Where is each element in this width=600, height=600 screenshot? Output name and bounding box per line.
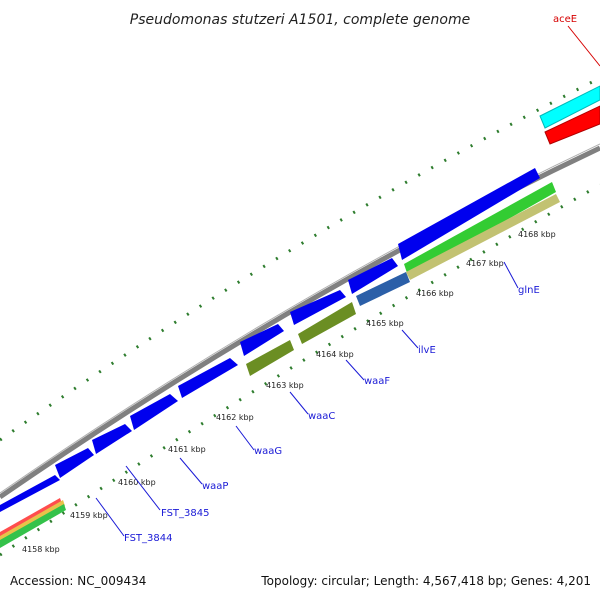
- tick-label: 4168 kbp: [518, 230, 556, 239]
- cds-forward[interactable]: [178, 358, 238, 398]
- gene-label-waaf[interactable]: waaF: [364, 376, 390, 387]
- gene-label-fst3845[interactable]: FST_3845: [161, 508, 209, 519]
- aceE-leader-line: [567, 25, 600, 67]
- cds-olive[interactable]: [298, 302, 356, 344]
- gene-leader-line: [95, 497, 125, 537]
- gene-label-waag[interactable]: waaG: [254, 446, 282, 457]
- gene-label-waac[interactable]: waaC: [308, 411, 335, 422]
- cds-teal[interactable]: [356, 272, 410, 306]
- gene-label-glne[interactable]: glnE: [518, 285, 540, 296]
- gene-label-acee[interactable]: aceE: [553, 14, 577, 25]
- cds-olive[interactable]: [246, 340, 294, 376]
- cyan-feature[interactable]: [539, 85, 600, 129]
- tick-label: 4160 kbp: [118, 478, 156, 487]
- cds-forward[interactable]: [348, 258, 398, 294]
- tick-label: 4162 kbp: [216, 413, 254, 422]
- topology-text: Topology: circular; Length: 4,567,418 bp…: [260, 574, 591, 588]
- gene-leader-line: [503, 261, 519, 289]
- cds-forward[interactable]: [240, 324, 284, 356]
- cds-forward[interactable]: [290, 290, 346, 325]
- inner-dotted-ring: [0, 183, 600, 557]
- cds-forward[interactable]: [0, 475, 60, 512]
- cds-green[interactable]: [404, 182, 556, 276]
- tick-label: 4164 kbp: [316, 350, 354, 359]
- aceE-feature[interactable]: [544, 105, 600, 145]
- cds-khaki[interactable]: [406, 194, 560, 280]
- gene-label-waap[interactable]: waaP: [202, 481, 228, 492]
- map-title: Pseudomonas stutzeri A1501, complete gen…: [130, 12, 470, 28]
- gene-leader-line: [345, 359, 365, 381]
- cds-forward[interactable]: [130, 394, 178, 430]
- gene-label-fst3844[interactable]: FST_3844: [124, 533, 172, 544]
- tick-label: 4167 kbp: [466, 259, 504, 268]
- tick-label: 4159 kbp: [70, 511, 108, 520]
- cds-forward[interactable]: [55, 448, 94, 478]
- gene-leader-line: [125, 465, 161, 511]
- gene-leader-line: [235, 425, 255, 451]
- accession-text: Accession: NC_009434: [10, 574, 146, 588]
- tick-label: 4158 kbp: [22, 545, 60, 554]
- tick-label: 4161 kbp: [168, 445, 206, 454]
- tick-label: 4166 kbp: [416, 289, 454, 298]
- genome-backbone: [0, 145, 600, 500]
- gene-label-ilve[interactable]: ilvE: [418, 345, 436, 356]
- gene-leader-line: [289, 391, 309, 415]
- tick-label: 4163 kbp: [266, 381, 304, 390]
- green-feature-left[interactable]: [0, 504, 66, 548]
- cds-forward[interactable]: [92, 424, 132, 454]
- tick-label: 4165 kbp: [366, 319, 404, 328]
- gene-leader-line: [179, 457, 203, 485]
- cds-forward[interactable]: [398, 168, 540, 260]
- gene-leader-line: [401, 329, 419, 349]
